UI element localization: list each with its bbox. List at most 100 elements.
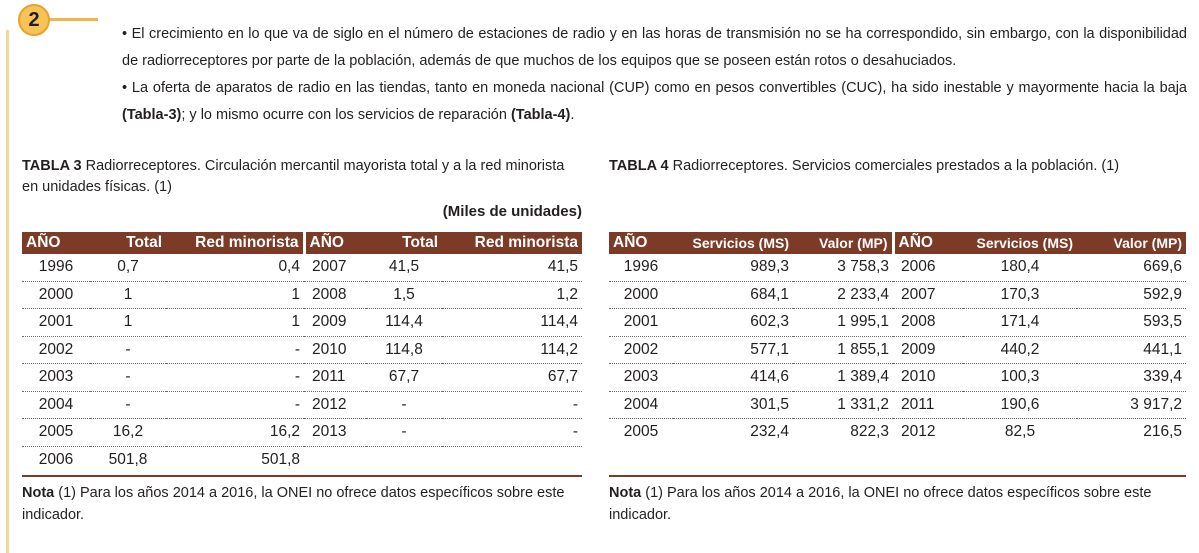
tabla4-cell: 2011 bbox=[893, 391, 963, 419]
tabla4-cell: 2012 bbox=[901, 423, 936, 441]
tabla4-cell: 3 758,3 bbox=[793, 254, 893, 282]
tabla3-cell: 2008 bbox=[304, 281, 366, 309]
tabla3-row: 2000 1 1 2008 1,5 1,2 bbox=[22, 281, 582, 309]
tabla3-cell: 2006 bbox=[38, 450, 74, 468]
tabla4-cell: 190,6 bbox=[963, 391, 1077, 419]
tabla3-row: 1996 0,7 0,4 2007 41,5 41,5 bbox=[22, 254, 582, 282]
tabla3-cell: 0,4 bbox=[166, 254, 304, 282]
tabla4-header-cell: Servicios (MS) bbox=[963, 232, 1077, 254]
tabla3-cell: 2001 bbox=[22, 308, 90, 337]
tabla3-row: 2002- -2010 114,8 114,2 bbox=[22, 336, 582, 364]
tabla3-cell: 16,2 bbox=[90, 418, 166, 447]
tabla3-cell: 2002 bbox=[22, 336, 90, 364]
tabla3-cell: 1 bbox=[90, 308, 166, 337]
tabla3-cell: - bbox=[90, 391, 166, 419]
tabla4-cell: 2004 bbox=[609, 391, 673, 419]
tabla4-cell: 592,9 bbox=[1077, 281, 1186, 309]
tabla4: AÑO Servicios (MS) Valor (MP) AÑO Servic… bbox=[609, 232, 1186, 446]
tabla3: AÑO Total Red minorista AÑO Total Red mi… bbox=[22, 232, 582, 473]
tabla3-caption-text: Radiorreceptores. Circulación mercantil … bbox=[22, 158, 565, 195]
tabla3-note-text: (1) Para los años 2014 a 2016, la ONEI n… bbox=[22, 485, 565, 523]
tabla3-header-cell: AÑO bbox=[302, 232, 366, 254]
tabla3-cell: 2012 bbox=[304, 391, 366, 419]
tabla4-cell: 2000 bbox=[609, 281, 673, 309]
tabla3-cell: 41,5 bbox=[442, 254, 582, 282]
tabla4-cell: 822,3 bbox=[850, 423, 889, 441]
tabla3-header-cell: Total bbox=[366, 232, 442, 254]
tabla4-cell: 440,2 bbox=[963, 336, 1077, 364]
tabla4-cell: 1 855,1 bbox=[793, 336, 893, 364]
tabla3-cell: 501,8 bbox=[108, 450, 148, 468]
tabla4-row: 2001 602,3 1 995,1 2008 171,4 593,5 bbox=[609, 308, 1186, 337]
tabla3-cell: 41,5 bbox=[366, 254, 442, 282]
tabla3-cell: 16,2 bbox=[166, 418, 304, 447]
tabla4-bottom-rule bbox=[609, 475, 1186, 477]
tabla4-cell: 301,5 bbox=[673, 391, 793, 419]
tabla3-header-cell: Red minorista bbox=[442, 232, 582, 254]
tabla4-cell: 577,1 bbox=[673, 336, 793, 364]
tabla3-units: (Miles de unidades) bbox=[442, 203, 582, 220]
tabla3-cell: 1 bbox=[166, 308, 304, 337]
tabla3-body: 1996 0,7 0,4 2007 41,5 41,5 2000 1 1 2008 1,5 1,2 20… bbox=[22, 254, 582, 473]
tabla3-cell: 1 bbox=[90, 281, 166, 309]
tabla3-cell: 2005 bbox=[22, 418, 90, 447]
tabla4-cell: 414,6 bbox=[673, 363, 793, 392]
tabla4-cell: 684,1 bbox=[673, 281, 793, 309]
tabla4-note: Nota (1) Para los años 2014 a 2016, la O… bbox=[609, 482, 1189, 526]
tabla3-cell: - bbox=[442, 391, 582, 419]
tabla4-cell: 216,5 bbox=[1143, 423, 1182, 441]
tabla4-cell: 2010 bbox=[893, 363, 963, 392]
intro-text-part: • La oferta de aparatos de radio en las … bbox=[122, 80, 1187, 96]
tabla3-row: 2004- -2012- - bbox=[22, 391, 582, 419]
tabla3-cell: 1,5 bbox=[366, 281, 442, 309]
tabla3-cell bbox=[304, 446, 366, 473]
tabla3-row: 2001 1 1 2009 114,4 114,4 bbox=[22, 308, 582, 337]
tabla3-cell: 2010 bbox=[304, 336, 366, 364]
tabla4-row: 2000 684,1 2 233,4 2007 170,3 592,9 bbox=[609, 281, 1186, 309]
tabla3-note-label: Nota bbox=[22, 485, 55, 501]
intro-paragraph-2: • La oferta de aparatos de radio en las … bbox=[122, 75, 1187, 129]
tabla4-cell: 2008 bbox=[893, 308, 963, 337]
tabla4-cell: 1 389,4 bbox=[793, 363, 893, 392]
tabla4-cell: 1 995,1 bbox=[793, 308, 893, 337]
tabla4-note-text: (1) Para los años 2014 a 2016, la ONEI n… bbox=[609, 485, 1152, 523]
tabla4-cell: 2002 bbox=[609, 336, 673, 364]
tabla4-cell: 602,3 bbox=[673, 308, 793, 337]
tabla4-caption: TABLA 4 Radiorreceptores. Servicios come… bbox=[609, 156, 1189, 177]
tabla4-header-row: AÑO Servicios (MS) Valor (MP) AÑO Servic… bbox=[609, 232, 1186, 254]
tabla3-cell: 67,7 bbox=[366, 363, 442, 392]
tabla4-header-cell: Servicios (MS) bbox=[673, 232, 793, 254]
tabla4-cell: 3 917,2 bbox=[1077, 391, 1186, 419]
tabla4-header-cell: AÑO bbox=[891, 232, 963, 254]
intro-paragraph-1: • El crecimiento en lo que va de siglo e… bbox=[122, 26, 1187, 69]
tabla3-cell: 114,2 bbox=[442, 336, 582, 364]
tabla3-cell: 0,7 bbox=[90, 254, 166, 282]
tabla4-cell: 339,4 bbox=[1077, 363, 1186, 392]
tabla3-note: Nota (1) Para los años 2014 a 2016, la O… bbox=[22, 482, 584, 526]
intro-text: • El crecimiento en lo que va de siglo e… bbox=[122, 21, 1187, 129]
section-number-badge: 2 bbox=[18, 4, 50, 36]
tabla4-row: 2002 577,1 1 855,1 2009 440,2 441,1 bbox=[609, 336, 1186, 364]
tabla4-cell: 2006 bbox=[893, 254, 963, 282]
tabla3-cell bbox=[366, 446, 442, 473]
tabla3-row: 2006 501,8 501,8 bbox=[22, 446, 582, 473]
tabla4-cell: 171,4 bbox=[963, 308, 1077, 337]
intro-text-part: ; y lo mismo ocurre con los servicios de… bbox=[181, 107, 511, 123]
tabla3-cell: 1,2 bbox=[442, 281, 582, 309]
intro-text-part: . bbox=[570, 107, 575, 123]
tabla3-row: 2003- -2011 67,7 67,7 bbox=[22, 363, 582, 392]
tabla3-cell: - bbox=[166, 336, 304, 364]
tabla4-header-cell: Valor (MP) bbox=[793, 232, 893, 254]
tabla3-cell: 2009 bbox=[304, 308, 366, 337]
tabla4-note-label: Nota bbox=[609, 485, 642, 501]
tabla4-cell: 100,3 bbox=[963, 363, 1077, 392]
tabla3-cell: 501,8 bbox=[261, 450, 300, 468]
tabla3-cell: - bbox=[90, 363, 166, 392]
tabla3-cell: 2013 bbox=[304, 418, 366, 447]
tabla4-body: 1996 989,3 3 758,3 2006 180,4 669,6 2000 684,1 2… bbox=[609, 254, 1186, 446]
tabla4-cell: 82,5 bbox=[1004, 423, 1036, 441]
tabla4-caption-text: Radiorreceptores. Servicios comerciales … bbox=[668, 158, 1120, 174]
tabla4-cell: 669,6 bbox=[1077, 254, 1186, 282]
tabla3-label: TABLA 3 bbox=[22, 158, 82, 174]
tabla4-row: 1996 989,3 3 758,3 2006 180,4 669,6 bbox=[609, 254, 1186, 282]
